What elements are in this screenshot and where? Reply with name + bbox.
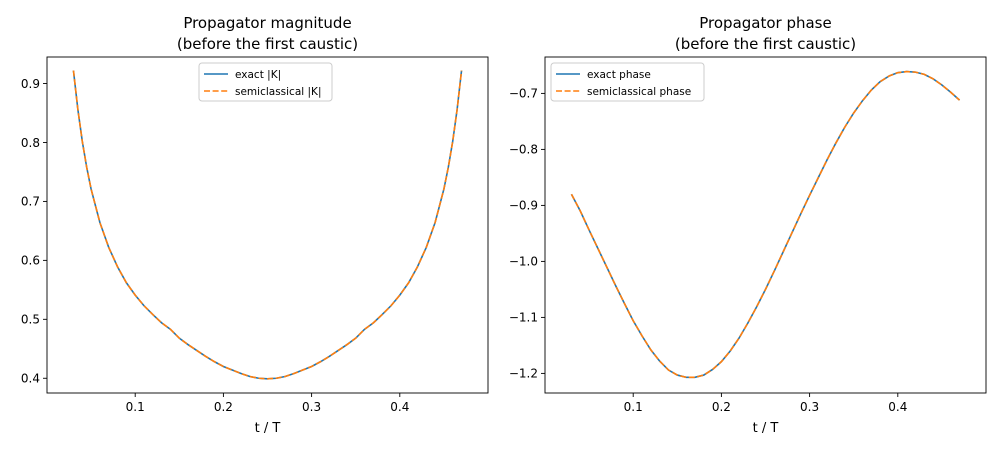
legend-box [198,62,333,102]
legend-label-2: semiclassical |K| [235,86,321,98]
y-tick-label: 0.4 [21,372,40,386]
legend-label-1: exact phase [587,69,651,81]
chart-1: 0.1 0.2 0.3 0.4 0.4 0.5 0.6 0.7 0.8 0.9 Propagator… [21,14,489,436]
legend: exact phase semiclassical phase [550,62,705,102]
y-tick-label: 0.9 [21,77,40,91]
chart-title: Propagator magnitude [183,14,351,32]
series-line-2 [72,70,463,380]
plot-frame [544,56,987,394]
x-axis-label: t / T [753,421,779,436]
y-tick-label: −0.7 [509,87,538,101]
y-tick-label: −1.1 [509,311,538,325]
y-tick-label: 0.8 [21,136,40,150]
legend: exact |K| semiclassical |K| [198,62,333,102]
series-line-2 [570,70,961,379]
legend-label-1: exact |K| [235,69,281,81]
chart-title: Propagator phase [699,14,831,32]
x-tick-label: 0.1 [126,400,145,414]
series-line-1 [570,70,961,379]
y-tick-label: 0.7 [21,195,40,209]
plot-frame [46,56,489,394]
chart-2: 0.1 0.2 0.3 0.4 −1.2 −1.1 −1.0 −0.9 −0.8 −0.7 Prop… [509,14,987,436]
series-line-1 [72,70,463,380]
x-axis-label: t / T [255,421,281,436]
chart-subtitle: (before the first caustic) [177,35,358,53]
y-tick-label: 0.6 [21,254,40,268]
legend-label-2: semiclassical phase [587,86,691,98]
x-tick-label: 0.4 [888,400,907,414]
y-tick-label: −0.8 [509,143,538,157]
x-tick-label: 0.1 [624,400,643,414]
y-tick-label: 0.5 [21,313,40,327]
y-tick-label: −0.9 [509,199,538,213]
legend-box [550,62,705,102]
x-tick-label: 0.3 [302,400,321,414]
x-tick-label: 0.4 [390,400,409,414]
chart-subtitle: (before the first caustic) [675,35,856,53]
x-tick-label: 0.3 [800,400,819,414]
x-tick-label: 0.2 [214,400,233,414]
y-tick-label: −1.0 [509,255,538,269]
y-tick-label: −1.2 [509,367,538,381]
x-tick-label: 0.2 [712,400,731,414]
